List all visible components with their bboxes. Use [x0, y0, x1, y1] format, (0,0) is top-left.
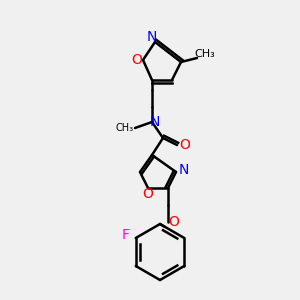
Text: F: F: [122, 228, 130, 242]
Text: N: N: [179, 163, 189, 177]
Text: O: O: [180, 138, 190, 152]
Text: N: N: [147, 30, 157, 44]
Text: O: O: [169, 215, 179, 229]
Text: CH₃: CH₃: [195, 49, 215, 59]
Text: O: O: [142, 187, 153, 201]
Text: N: N: [150, 115, 160, 129]
Text: O: O: [132, 53, 142, 67]
Text: CH₃: CH₃: [116, 123, 134, 133]
